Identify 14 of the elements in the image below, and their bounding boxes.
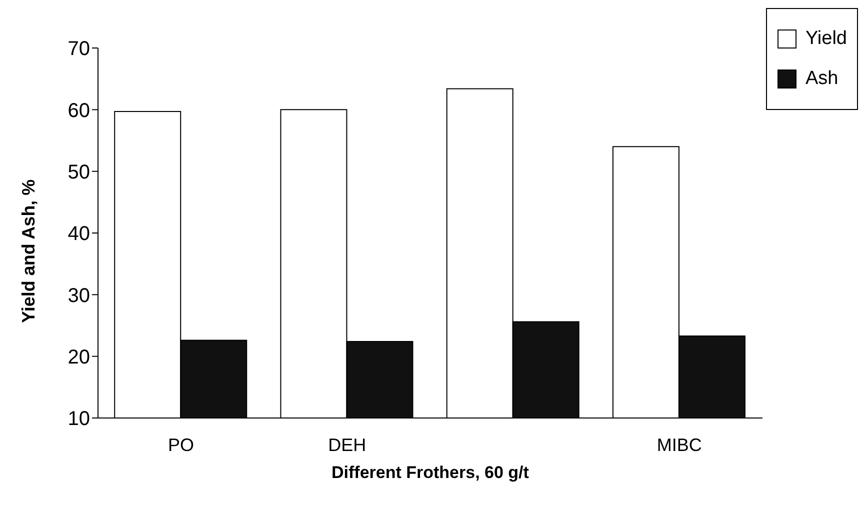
y-tick-label: 60 [68, 100, 90, 122]
y-tick-label: 30 [68, 284, 90, 307]
legend-label: Ash [805, 67, 838, 91]
y-tick-label: 20 [68, 346, 90, 368]
y-tick-label: 50 [68, 161, 90, 184]
y-tick-label: 70 [68, 38, 90, 60]
y-tick-label: 10 [68, 408, 90, 430]
x-tick-label: MIBC [656, 434, 702, 455]
y-axis-title: Yield and Ash, % [18, 179, 38, 323]
x-tick-label: PO [168, 434, 194, 455]
x-tick-label: DEH [328, 434, 366, 455]
legend-label: Yield [805, 27, 847, 51]
x-axis-title: Different Frothers, 60 g/t [332, 463, 530, 482]
y-tick-label: 40 [68, 223, 90, 246]
